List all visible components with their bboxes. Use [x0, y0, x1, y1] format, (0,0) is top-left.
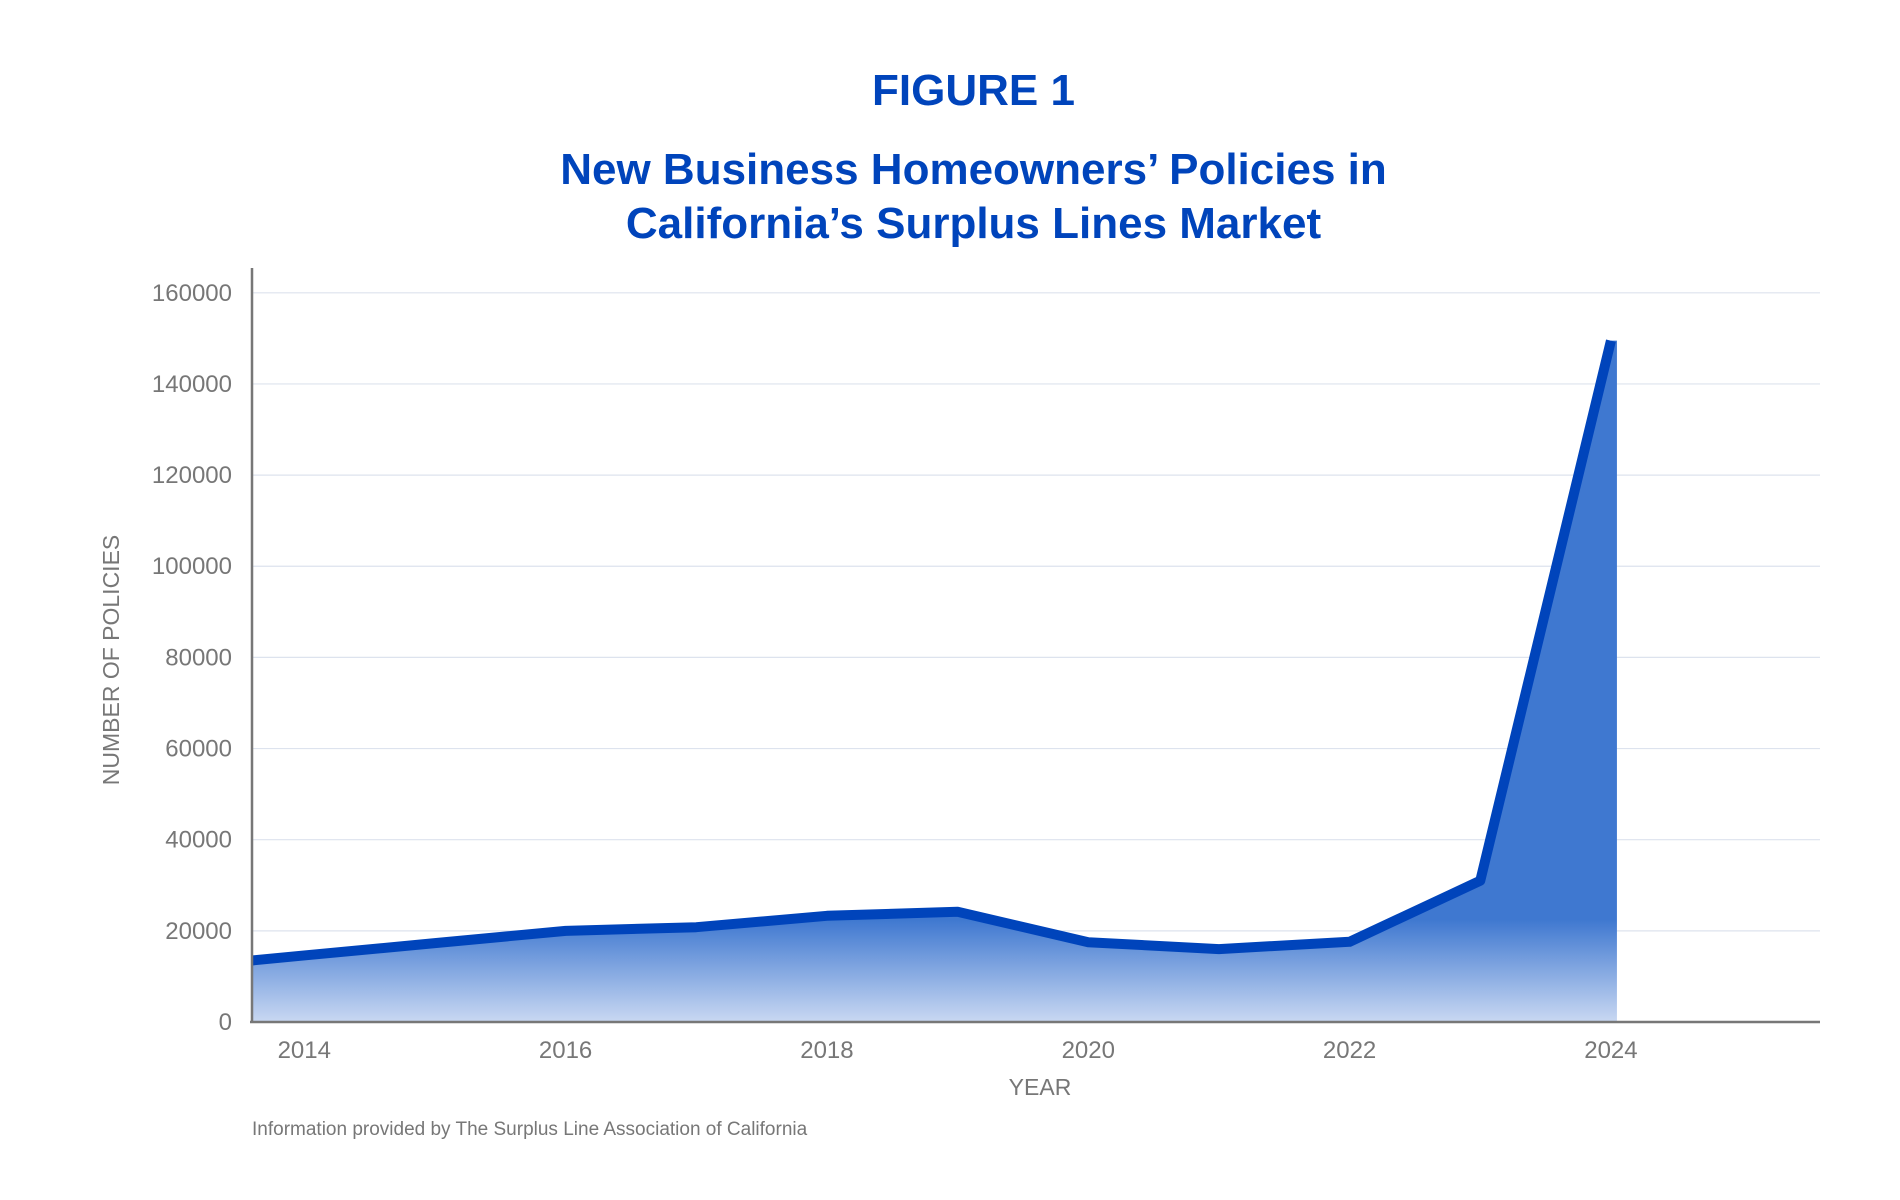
x-axis-label: YEAR	[1009, 1074, 1072, 1100]
y-tick-label: 140000	[152, 371, 232, 398]
source-note: Information provided by The Surplus Line…	[252, 1119, 808, 1140]
y-tick-label: 160000	[152, 280, 232, 307]
chart-title: New Business Homeowners’ Policies in Cal…	[0, 143, 1900, 251]
y-tick-labels: 0 20000 40000 60000 80000 100000 120000 140000 1…	[152, 280, 232, 1036]
x-tick-label: 2024	[1584, 1037, 1637, 1064]
series-area	[251, 339, 1617, 1022]
y-tick-label: 0	[219, 1009, 232, 1036]
series-area-fill	[252, 340, 1617, 1022]
x-tick-label: 2020	[1062, 1037, 1115, 1064]
x-tick-labels: 2014 2016 2018 2020 2022 2024	[278, 1037, 1638, 1064]
axes	[250, 268, 1820, 1024]
y-tick-label: 60000	[165, 736, 232, 763]
chart-title-line-2: California’s Surplus Lines Market	[625, 199, 1322, 248]
chart-title-line-1: New Business Homeowners’ Policies in	[560, 145, 1387, 194]
x-tick-label: 2014	[278, 1037, 331, 1064]
x-tick-label: 2022	[1323, 1037, 1376, 1064]
figure-label: FIGURE 1	[872, 66, 1075, 115]
y-tick-label: 20000	[165, 918, 232, 945]
y-tick-label: 120000	[152, 462, 232, 489]
x-tick-label: 2016	[539, 1037, 592, 1064]
y-tick-label: 80000	[165, 644, 232, 671]
y-tick-label: 100000	[152, 553, 232, 580]
x-tick-label: 2018	[800, 1037, 853, 1064]
series-line	[251, 339, 1616, 966]
y-tick-label: 40000	[165, 827, 232, 854]
y-axis-label: NUMBER OF POLICIES	[98, 535, 124, 785]
